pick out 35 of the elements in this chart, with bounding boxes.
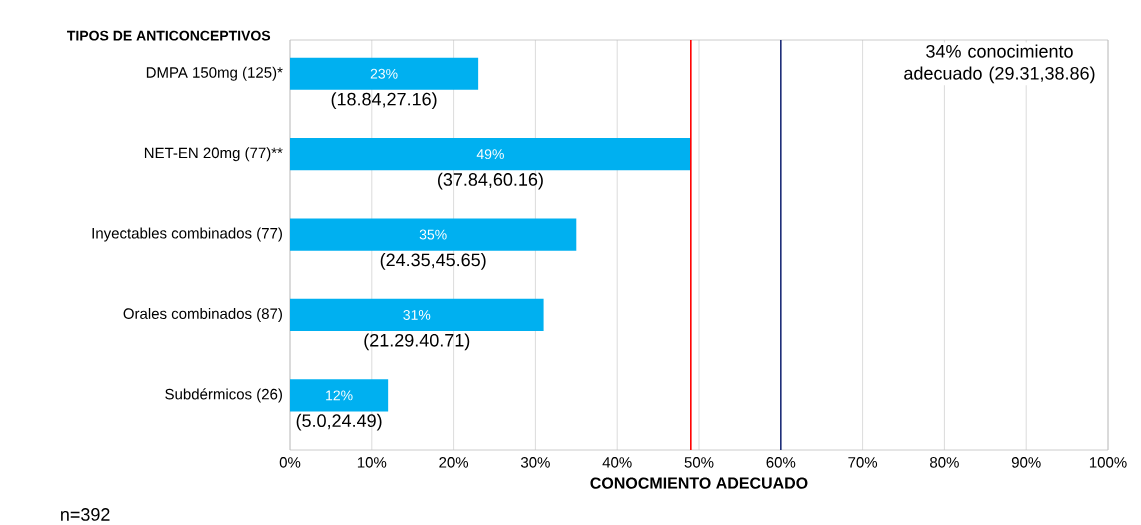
x-tick-label: 70% — [848, 457, 878, 468]
bar — [290, 298, 544, 332]
x-tick-label: 10% — [357, 457, 387, 468]
x-tick-label: 50% — [684, 457, 714, 468]
data-label: 35% — [419, 229, 447, 240]
bar — [290, 57, 479, 90]
y-axis-title: TIPOS DE ANTICONCEPTIVOS — [67, 30, 271, 41]
y-tick-label: DMPA 150mg (125)* — [146, 66, 283, 81]
data-label: 49% — [476, 149, 504, 160]
data-label: 12% — [326, 390, 353, 401]
annotation: 34% conocimiento adecuado (29.31,38.86) — [904, 44, 1095, 84]
y-tick-label: Inyectables combinados (77) — [92, 227, 282, 242]
bar — [290, 218, 577, 251]
x-tick-label: 20% — [439, 457, 469, 468]
x-tick-label: 30% — [520, 457, 550, 468]
x-axis-title: CONOCMIENTO ADECUADO — [590, 477, 808, 489]
data-label: 31% — [403, 310, 431, 320]
y-tick-label: NET-EN 20mg (77)** — [144, 147, 283, 162]
annotation: (24.35,45.65) — [380, 253, 486, 270]
annotation: (5.0,24.49) — [296, 413, 382, 431]
text: n=392 — [61, 508, 110, 521]
x-tick-label: 60% — [766, 457, 796, 468]
bar — [290, 379, 389, 412]
data-label: 23% — [370, 68, 398, 79]
x-tick-label: 80% — [930, 457, 959, 468]
x-tick-label: 100% — [1089, 457, 1127, 468]
annotation: (18.84,27.16) — [331, 92, 437, 110]
x-tick-label: 40% — [602, 457, 632, 468]
annotation: (37.84,60.16) — [438, 172, 543, 190]
annotation: (21.29.40.71) — [364, 333, 470, 351]
y-tick-label: Orales combinados (87) — [123, 307, 282, 322]
x-tick-label: 0% — [279, 457, 301, 468]
x-tick-label: 90% — [1011, 457, 1041, 468]
bar — [290, 138, 691, 171]
y-tick-label: Subdérmicos (26) — [165, 388, 282, 403]
